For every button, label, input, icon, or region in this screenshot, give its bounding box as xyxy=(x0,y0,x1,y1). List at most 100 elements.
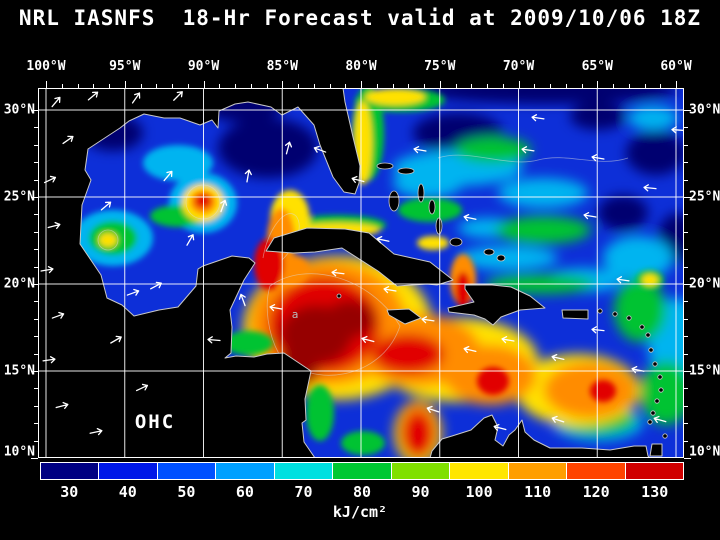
land xyxy=(38,88,668,458)
wind-arrow xyxy=(207,336,221,344)
grid-lines xyxy=(38,88,684,458)
wind-arrow xyxy=(40,266,54,274)
land-north-central-america xyxy=(38,88,361,458)
axis-tick xyxy=(235,84,236,88)
colorbar-tick-label: 70 xyxy=(294,483,313,501)
colorbar-cell xyxy=(567,463,626,479)
wind-arrow xyxy=(643,184,657,192)
colorbar-cell xyxy=(391,463,451,479)
land-hispaniola xyxy=(447,284,546,326)
lat-label-left: 20°N xyxy=(3,276,35,292)
lon-label: 95°W xyxy=(109,59,141,74)
colorbar-tick-label: 40 xyxy=(118,483,137,501)
axis-tick xyxy=(34,336,38,338)
wind-arrow xyxy=(163,170,173,182)
wind-arrow xyxy=(47,221,61,230)
axis-tick xyxy=(597,81,599,88)
colorbar-cell xyxy=(274,463,334,479)
axis-tick xyxy=(534,84,536,88)
colorbar-cell xyxy=(216,463,275,479)
lon-label: 60°W xyxy=(660,59,692,74)
colorbar-cell xyxy=(157,463,217,479)
wind-arrow xyxy=(361,335,375,344)
lat-label-left: 15°N xyxy=(3,363,35,379)
axis-tick xyxy=(31,284,38,285)
axis-tick xyxy=(34,162,38,164)
wind-arrow xyxy=(269,304,283,312)
axis-tick xyxy=(684,440,688,442)
axis-tick xyxy=(550,84,551,88)
point-annotation: a xyxy=(292,308,299,321)
axis-tick xyxy=(424,84,425,88)
ohc-map: OHC a xyxy=(38,88,684,458)
axis-tick xyxy=(684,318,688,320)
axis-tick xyxy=(392,84,394,88)
axis-tick xyxy=(676,81,677,88)
colorbar-cell xyxy=(625,463,683,479)
axis-tick xyxy=(187,84,189,88)
axis-tick xyxy=(628,84,630,88)
colorbar-tick-row: 30 40 50 60 70 80 90 100 110 120 130 xyxy=(40,483,684,501)
axis-tick xyxy=(219,84,221,88)
axis-tick xyxy=(156,84,158,88)
colorbar-cell xyxy=(41,463,100,479)
axis-tick xyxy=(684,458,691,459)
axis-tick xyxy=(282,81,284,88)
lat-label-right: 10°N xyxy=(689,444,720,460)
wind-arrows xyxy=(40,91,684,436)
axis-tick xyxy=(376,84,378,88)
lon-label: 100°W xyxy=(26,59,66,74)
wind-arrow xyxy=(631,365,645,374)
colorbar-tick-label: 130 xyxy=(641,483,669,501)
wind-arrow xyxy=(463,213,477,222)
wind-arrow xyxy=(671,126,684,134)
axis-tick xyxy=(93,84,95,88)
lon-label: 85°W xyxy=(266,59,298,74)
axis-tick xyxy=(34,249,38,251)
wind-arrow xyxy=(331,269,345,277)
axis-tick xyxy=(34,388,38,390)
wind-arrow xyxy=(186,234,195,246)
wind-arrow xyxy=(501,336,515,344)
axis-tick xyxy=(684,214,688,216)
axis-tick xyxy=(124,81,126,88)
axis-tick xyxy=(502,84,504,88)
wind-arrow xyxy=(463,345,477,354)
axis-tick xyxy=(46,81,47,88)
wind-arrow xyxy=(131,92,141,104)
axis-tick xyxy=(684,371,691,372)
axis-tick xyxy=(684,284,691,285)
axis-tick xyxy=(361,81,362,88)
wind-arrow xyxy=(220,199,228,213)
wind-arrow xyxy=(591,154,605,162)
axis-tick xyxy=(684,249,688,251)
axis-tick xyxy=(684,353,688,355)
land-puerto-rico xyxy=(561,309,589,320)
axis-tick xyxy=(439,81,441,88)
lon-label: 75°W xyxy=(424,59,456,74)
axis-tick xyxy=(34,405,38,407)
wind-arrow xyxy=(173,91,183,101)
colorbar-unit-label: kJ/cm² xyxy=(332,503,388,521)
wind-arrow xyxy=(126,288,140,296)
colorbar-tick-label: 80 xyxy=(352,483,372,501)
axis-tick xyxy=(565,84,567,88)
map-border xyxy=(38,88,684,458)
axis-tick xyxy=(345,84,347,88)
axis-tick xyxy=(31,197,38,198)
wind-arrow xyxy=(89,427,103,436)
wind-arrow xyxy=(421,316,435,324)
colorbar-tick-label: 100 xyxy=(465,483,493,501)
title: NRL IASNFS 18-Hr Forecast valid at 2009/… xyxy=(18,6,702,30)
axis-tick xyxy=(34,318,38,320)
wind-arrow xyxy=(551,415,565,423)
axis-tick xyxy=(172,84,173,88)
colorbar xyxy=(40,462,684,480)
colorbar-tick-label: 50 xyxy=(177,483,196,501)
colorbar-tick-label: 120 xyxy=(582,483,610,501)
axis-tick xyxy=(34,301,38,303)
wind-arrow xyxy=(51,96,61,108)
land-cuba xyxy=(265,227,454,287)
wind-arrow xyxy=(150,281,162,290)
wind-arrow xyxy=(135,383,149,392)
